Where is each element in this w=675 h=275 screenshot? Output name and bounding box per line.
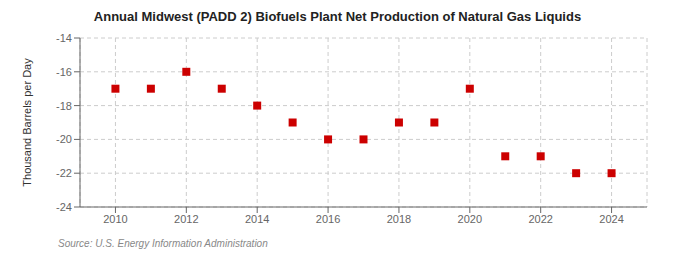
svg-text:-18: -18 bbox=[56, 100, 72, 112]
svg-text:-16: -16 bbox=[56, 66, 72, 78]
svg-text:2010: 2010 bbox=[103, 213, 127, 225]
svg-text:2022: 2022 bbox=[528, 213, 552, 225]
svg-text:-22: -22 bbox=[56, 167, 72, 179]
svg-text:-24: -24 bbox=[56, 201, 72, 213]
svg-text:-14: -14 bbox=[56, 32, 72, 44]
svg-text:2014: 2014 bbox=[245, 213, 269, 225]
svg-text:2012: 2012 bbox=[174, 213, 198, 225]
svg-text:2018: 2018 bbox=[387, 213, 411, 225]
svg-text:2020: 2020 bbox=[458, 213, 482, 225]
html-text:Source: U.S. Energy Informatio: Source: U.S. Energy Information Administ… bbox=[58, 238, 268, 249]
svg-text:2024: 2024 bbox=[599, 213, 623, 225]
svg-text:Thousand Barrels per Day: Thousand Barrels per Day bbox=[21, 58, 33, 187]
svg-text:-20: -20 bbox=[56, 133, 72, 145]
html-text:Annual Midwest (PADD 2) Biofue: Annual Midwest (PADD 2) Biofuels Plant N… bbox=[93, 9, 582, 24]
svg-text:2016: 2016 bbox=[316, 213, 340, 225]
